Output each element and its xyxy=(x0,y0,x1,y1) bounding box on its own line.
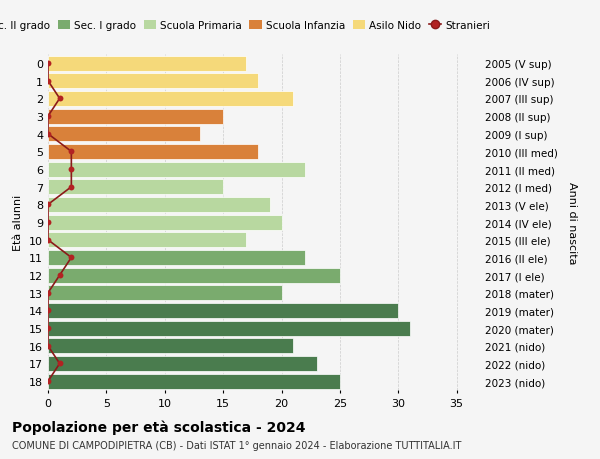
Point xyxy=(43,60,53,67)
Bar xyxy=(48,339,293,353)
Bar xyxy=(48,109,223,124)
Point xyxy=(55,272,64,279)
Point xyxy=(67,184,76,191)
Point xyxy=(43,113,53,120)
Bar xyxy=(48,92,293,106)
Text: COMUNE DI CAMPODIPIETRA (CB) - Dati ISTAT 1° gennaio 2024 - Elaborazione TUTTITA: COMUNE DI CAMPODIPIETRA (CB) - Dati ISTA… xyxy=(12,440,461,450)
Bar xyxy=(48,180,223,195)
Y-axis label: Anni di nascita: Anni di nascita xyxy=(567,181,577,264)
Point xyxy=(43,378,53,385)
Text: Popolazione per età scolastica - 2024: Popolazione per età scolastica - 2024 xyxy=(12,420,305,435)
Point xyxy=(43,78,53,85)
Point xyxy=(67,254,76,262)
Y-axis label: Età alunni: Età alunni xyxy=(13,195,23,251)
Bar xyxy=(48,356,317,371)
Bar xyxy=(48,303,398,318)
Point xyxy=(43,219,53,226)
Point xyxy=(43,325,53,332)
Bar xyxy=(48,233,247,248)
Point xyxy=(43,342,53,350)
Point xyxy=(43,290,53,297)
Legend: Sec. II grado, Sec. I grado, Scuola Primaria, Scuola Infanzia, Asilo Nido, Stran: Sec. II grado, Sec. I grado, Scuola Prim… xyxy=(0,17,494,35)
Point xyxy=(55,95,64,103)
Bar xyxy=(48,321,410,336)
Bar xyxy=(48,74,258,89)
Point xyxy=(67,166,76,174)
Bar xyxy=(48,145,258,160)
Point xyxy=(43,131,53,138)
Bar xyxy=(48,251,305,265)
Point xyxy=(43,307,53,314)
Bar xyxy=(48,285,281,301)
Bar xyxy=(48,162,305,177)
Point xyxy=(55,360,64,367)
Bar xyxy=(48,56,247,72)
Point xyxy=(43,202,53,209)
Bar xyxy=(48,127,200,142)
Bar xyxy=(48,215,281,230)
Point xyxy=(67,148,76,156)
Bar xyxy=(48,374,340,389)
Point xyxy=(43,236,53,244)
Bar xyxy=(48,197,270,213)
Bar xyxy=(48,268,340,283)
